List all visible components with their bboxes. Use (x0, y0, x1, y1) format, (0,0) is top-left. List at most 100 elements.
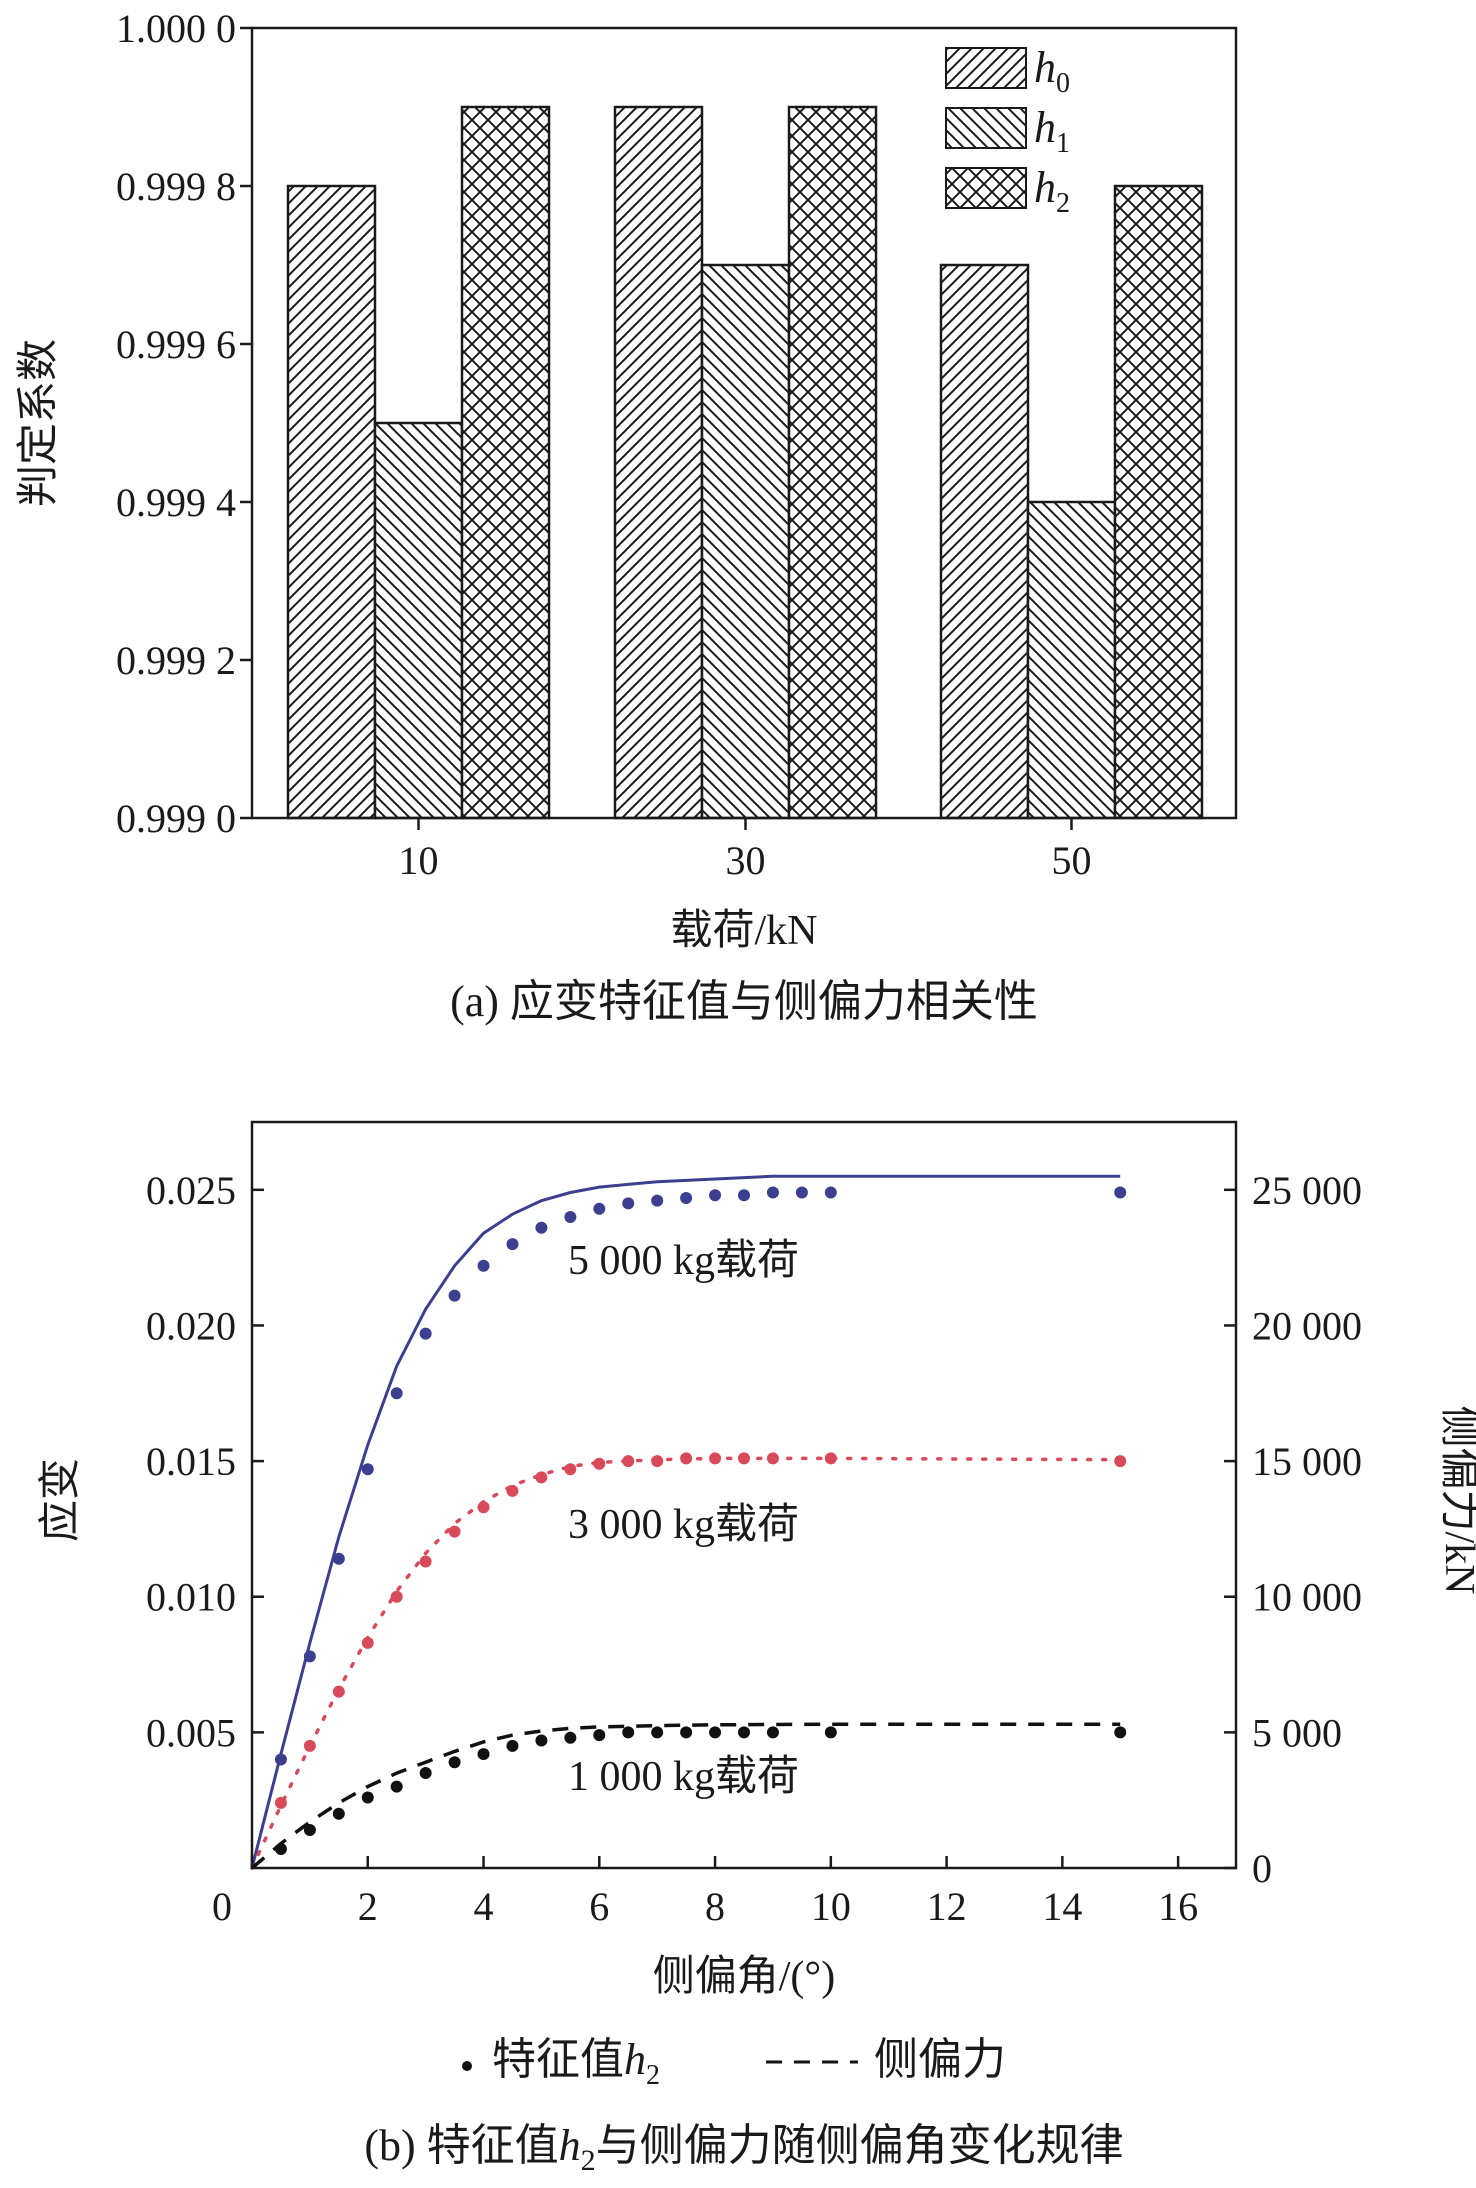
strain-point (1114, 1186, 1127, 1199)
strain-point (506, 1238, 519, 1251)
strain-point (651, 1455, 664, 1468)
right-y-tick-label: 15 000 (1252, 1439, 1362, 1484)
x-tick-label: 14 (1042, 1884, 1082, 1929)
strain-point (593, 1729, 606, 1742)
y-tick-label: 0.999 2 (116, 638, 236, 683)
plot-frame (250, 26, 1238, 820)
x-tick-label: 10 (811, 1884, 851, 1929)
strain-point (766, 1452, 779, 1465)
force-line-2 (250, 1722, 1121, 1870)
strain-point (651, 1194, 664, 1207)
strain-point (390, 1780, 403, 1793)
strain-point (824, 1452, 837, 1465)
strain-point (303, 1650, 316, 1663)
x-tick-label: 10 (399, 838, 439, 883)
left-y-tick-label: 0.025 (146, 1168, 236, 1213)
strain-point (1114, 1455, 1127, 1468)
y-axis-label: 判定系数 (15, 339, 62, 507)
bar-h2-30 (787, 105, 878, 820)
legend-point-label: 特征值h2 (492, 2035, 660, 2091)
strain-point (303, 1739, 316, 1752)
legend-point-marker (462, 2061, 472, 2071)
strain-point (448, 1756, 461, 1769)
strain-point (766, 1726, 779, 1739)
right-y-tick-label: 5 000 (1252, 1710, 1342, 1755)
left-y-tick-label: 0.005 (146, 1710, 236, 1755)
right-y-axis-label: 侧偏力/kN (1436, 1405, 1476, 1594)
strain-point (303, 1824, 316, 1837)
strain-point (680, 1191, 693, 1204)
left-y-tick-label: 0.020 (146, 1303, 236, 1348)
strain-point (419, 1555, 432, 1568)
x-tick-label: 16 (1158, 1884, 1198, 1929)
strain-point (419, 1327, 432, 1340)
strain-point (361, 1636, 374, 1649)
strain-point (824, 1726, 837, 1739)
strain-point (651, 1726, 664, 1739)
series-annotation: 1 000 kg载荷 (568, 1754, 799, 1800)
strain-point (564, 1731, 577, 1744)
strain-point (795, 1186, 808, 1199)
legend-label-h0: h0 (1034, 43, 1070, 99)
x-tick-label: 4 (474, 1884, 494, 1929)
strain-point (274, 1843, 287, 1856)
x-tick-label: 30 (726, 838, 766, 883)
legend-line-label: 侧偏力 (874, 2035, 1006, 2084)
y-tick-label: 0.999 6 (116, 322, 236, 367)
bar-h2-10 (460, 105, 551, 820)
legend: 特征值h2 侧偏力 (462, 2035, 1006, 2091)
strain-point (390, 1590, 403, 1603)
plot-frame (250, 1120, 1238, 1870)
strain-point (738, 1726, 750, 1739)
x-axis-label: 载荷/kN (670, 908, 817, 954)
strain-point (361, 1463, 374, 1476)
strain-point (738, 1189, 750, 1202)
caption-a: (a) 应变特征值与侧偏力相关性 (450, 977, 1038, 1026)
strain-point (709, 1726, 722, 1739)
strain-point (448, 1289, 461, 1302)
strain-point (766, 1186, 779, 1199)
right-y-tick-label: 10 000 (1252, 1575, 1362, 1620)
strain-point (419, 1767, 432, 1780)
strain-point (593, 1457, 606, 1470)
strain-point (738, 1452, 750, 1465)
bar-h0-50 (939, 263, 1030, 820)
y-tick-label: 1.000 0 (116, 6, 236, 51)
strain-point (535, 1734, 548, 1747)
left-y-tick-label: 0.015 (146, 1439, 236, 1484)
y-tick-label: 0.999 8 (116, 164, 236, 209)
strain-point (506, 1739, 519, 1752)
strain-point (564, 1463, 577, 1476)
bar-h1-10 (373, 421, 464, 820)
strain-point (535, 1221, 548, 1234)
strain-point (622, 1455, 635, 1468)
legend-swatch-h0 (945, 47, 1027, 89)
strain-point (332, 1685, 345, 1698)
force-line-0 (250, 1174, 1121, 1869)
x-tick-label: 0 (212, 1884, 232, 1929)
y-tick-label: 0.999 0 (116, 796, 236, 841)
strain-point (593, 1202, 606, 1215)
x-tick-label: 2 (358, 1884, 378, 1929)
strain-point (709, 1452, 722, 1465)
strain-point (361, 1791, 374, 1804)
x-tick-label: 6 (589, 1884, 609, 1929)
right-y-tick-label: 25 000 (1252, 1168, 1362, 1213)
strain-point (448, 1525, 461, 1538)
legend-label-h1: h1 (1034, 103, 1070, 159)
strain-point (477, 1748, 490, 1761)
strain-point (622, 1197, 635, 1210)
strain-point (564, 1210, 577, 1223)
scatter-line-chart: 0 2 4 6 8 10 12 14 16 0.0050.0100.0150.0200.025 … (37, 1120, 1476, 2177)
legend-swatch-h2 (945, 167, 1027, 209)
strain-point (274, 1753, 287, 1766)
left-y-axis-label: 应变 (37, 1458, 84, 1542)
strain-point (680, 1452, 693, 1465)
bar-h2-50 (1113, 184, 1204, 820)
left-y-tick-label: 0.010 (146, 1575, 236, 1620)
x-tick-label: 50 (1052, 838, 1092, 883)
bar-h0-30 (613, 105, 704, 820)
strain-point (332, 1552, 345, 1565)
